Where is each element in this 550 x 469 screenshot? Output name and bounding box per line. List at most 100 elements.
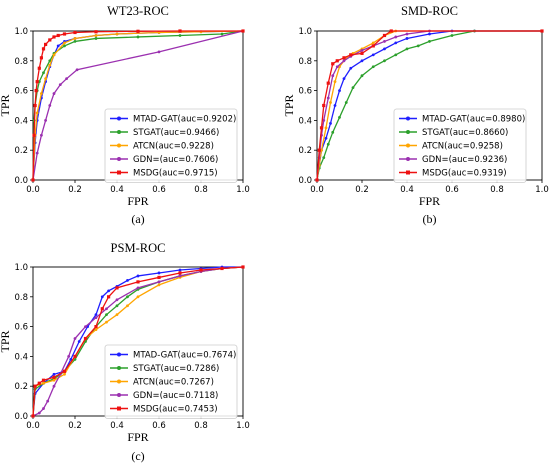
data-point [322,156,326,160]
legend-marker [117,116,121,121]
data-point [333,80,337,84]
data-point [540,29,544,33]
x-tick-label: 0.6 [152,421,166,431]
data-point [389,29,393,33]
legend-marker [117,379,121,384]
legend-box [104,108,238,183]
data-point [342,59,346,63]
data-point [351,86,355,90]
x-tick-label: 0.0 [26,185,40,195]
data-point [136,295,140,299]
legend-label: ATCN(auc=0.9258) [422,142,503,152]
legend-label: MSDG(auc=0.9319) [422,169,507,179]
data-point [360,48,364,52]
data-point [105,320,108,324]
data-point [331,62,335,66]
legend-marker [117,406,121,411]
x-tick-label: 0.2 [355,185,369,195]
data-point [115,298,119,302]
x-tick-label: 0.4 [110,185,124,195]
x-axis-label: FPR [419,194,440,208]
data-point [33,103,37,108]
x-tick-label: 0.4 [400,185,414,195]
chart-title: PSM-ROC [111,241,166,255]
data-point [48,59,52,63]
data-point [31,414,35,418]
data-point [73,37,77,40]
data-point [136,274,140,278]
data-point [220,266,224,271]
legend-label: GDN=(auc=0.9236) [422,155,507,165]
data-point [35,111,39,115]
data-point [42,71,45,75]
y-axis-label: TPR [0,94,12,116]
data-point [178,34,182,37]
panel-caption: (a) [131,212,144,226]
x-tick-label: 1.0 [236,421,250,431]
x-axis-label: FPR [127,194,148,208]
legend-marker [406,157,410,161]
y-axis-label: TPR [0,330,12,352]
data-point [335,59,339,63]
data-point [136,286,140,290]
legend-marker [117,157,121,161]
legend-marker [406,116,410,121]
data-point [52,35,56,39]
data-point [126,295,129,299]
legend-marker [406,130,410,134]
panel-caption: (c) [131,449,144,463]
data-point [41,378,46,382]
data-point [157,283,161,287]
data-point [107,295,111,299]
data-point [52,378,56,382]
data-point [331,130,335,134]
x-tick-label: 1.0 [535,185,549,195]
series-line [316,30,542,181]
legend-label: MTAD-GAT(auc=0.9202) [133,115,236,125]
data-point [105,307,108,311]
x-tick-label: 0.2 [68,185,82,195]
data-point [324,136,328,140]
data-point [405,37,409,40]
data-point [199,268,203,272]
series-line [316,30,542,181]
data-point [416,44,420,48]
data-point [383,59,386,63]
data-point [220,32,224,36]
y-tick-label: 0.2 [14,146,28,156]
data-point [157,271,161,275]
y-tick-label: 0.0 [298,176,312,186]
data-point [48,38,52,42]
data-point [360,59,364,63]
legend-label: STGAT(auc=0.9466) [133,128,219,138]
y-tick-label: 1.0 [14,27,28,37]
data-point [335,65,339,69]
panel-caption: (b) [423,212,437,226]
y-tick-label: 1.0 [298,27,312,37]
data-point [52,372,56,376]
legend-label: GDN=(auc=0.7606) [133,155,218,165]
x-tick-label: 1.0 [236,185,250,195]
data-point [241,265,245,269]
legend-label: ATCN(auc=0.9228) [133,142,214,152]
legend-label: STGAT(auc=0.8660) [422,128,508,138]
data-point [115,32,119,36]
data-point [360,74,364,78]
data-point [63,44,66,48]
x-tick-label: 0.8 [490,185,504,195]
data-point [136,35,140,39]
data-point [42,407,45,410]
data-point [94,34,98,37]
data-point [371,53,375,57]
data-point [44,42,48,47]
data-point [338,116,341,119]
data-point [35,80,39,84]
data-point [136,29,140,33]
data-point [35,151,39,155]
data-point [333,104,337,107]
data-point [33,384,37,388]
data-point [178,268,182,272]
series-line [32,30,244,181]
data-point [44,77,47,81]
